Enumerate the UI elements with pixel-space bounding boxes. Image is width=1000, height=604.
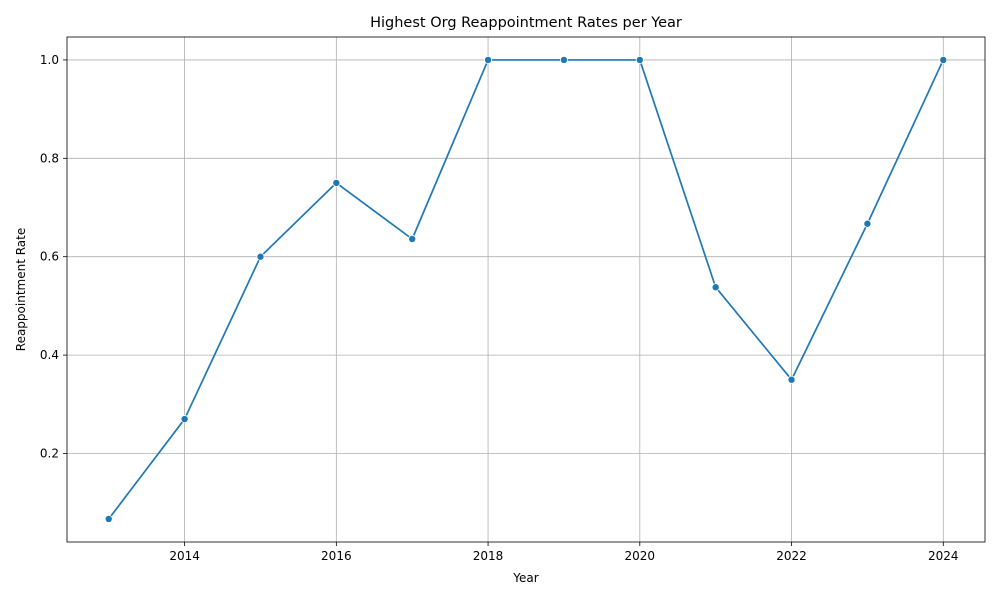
- data-point-2020: [635, 55, 644, 64]
- data-point-2022: [787, 375, 796, 384]
- data-point-2017: [408, 234, 417, 243]
- grid: [67, 37, 985, 542]
- x-tick-label: 2022: [776, 549, 807, 563]
- data-point-2014: [180, 415, 189, 424]
- data-point-2019: [559, 55, 568, 64]
- chart-title: Highest Org Reappointment Rates per Year: [370, 15, 682, 31]
- x-tick-label: 2024: [928, 549, 959, 563]
- y-tick-label: 0.2: [40, 446, 59, 460]
- x-tick-label: 2016: [321, 549, 352, 563]
- data-point-2021: [711, 283, 720, 292]
- y-tick-label: 1.0: [40, 53, 59, 67]
- x-axis-label: Year: [512, 571, 538, 585]
- series-line: [108, 59, 945, 520]
- y-axis-label: Reappointment Rate: [14, 228, 28, 351]
- data-point-2013: [104, 514, 113, 523]
- plot-frame: [66, 36, 986, 543]
- data-point-2024: [939, 55, 948, 64]
- x-tick-label: 2014: [169, 549, 200, 563]
- y-tick-label: 0.6: [40, 250, 59, 264]
- data-point-2016: [332, 178, 341, 187]
- x-tick-label: 2020: [625, 549, 656, 563]
- ticks: 2014 2016 2018 2020 2022 2024 0.2 0.4 0.6 0.8 1.0: [40, 53, 959, 563]
- y-tick-label: 0.8: [40, 151, 59, 165]
- data-point-2018: [484, 55, 493, 64]
- x-tick-label: 2018: [473, 549, 504, 563]
- y-tick-label: 0.4: [40, 348, 59, 362]
- data-point-2023: [863, 219, 872, 228]
- series-layer: [104, 55, 948, 523]
- data-point-2015: [256, 252, 265, 261]
